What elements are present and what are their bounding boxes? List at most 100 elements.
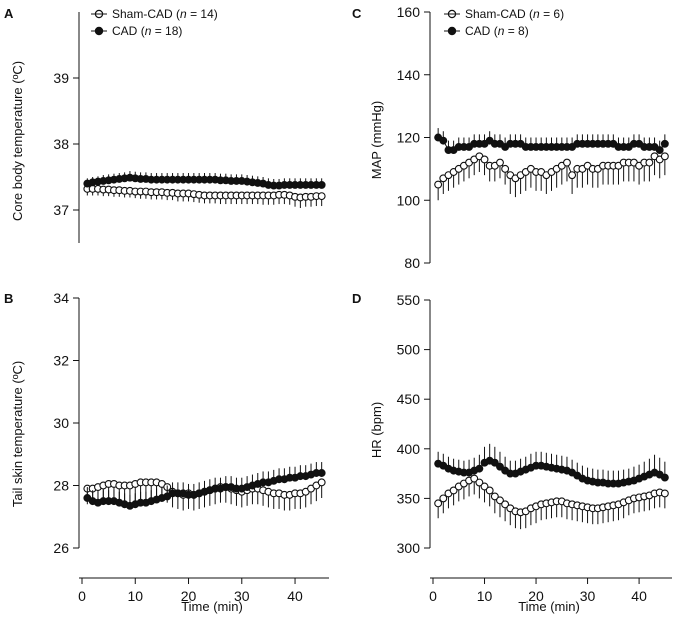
series-cad-c [434,128,669,155]
y-tick-label-d: 550 [397,292,421,308]
data-point [480,482,489,491]
legend-name-cad-c: CAD [465,24,491,38]
data-point [496,496,504,505]
plot-d: 300 350 400 450 500 550 0 10 20 30 40 [397,292,672,604]
data-point [475,478,484,487]
y-tick-label-b: 28 [53,478,69,494]
data-point [501,164,510,173]
panel-label-b: B [4,291,13,306]
data-point [660,152,669,161]
series-sham-a [83,184,326,209]
legend-n-cad-c: n [498,24,505,38]
series-sham-c [434,152,669,201]
data-point [475,464,484,473]
data-point [439,494,448,503]
data-point [501,500,510,509]
x-tick-label-b: 10 [127,588,143,604]
data-point [496,158,504,167]
series-cad-d [434,443,669,488]
data-point [655,146,664,155]
legend-name-sham-a: Sham-CAD [112,7,173,21]
data-point [317,192,326,201]
panel-c: C MAP (mmHg) 80 100 120 140 160 Sham-CAD (n … [352,4,669,271]
y-tick-label-a: 38 [53,136,69,152]
legend-c: Sham-CAD (n = 6) CAD (n = 8) [444,7,564,38]
y-tick-label-c: 120 [397,130,421,146]
legend-nval-cad-c: = 8 [508,24,525,38]
plot-b: 26 28 30 32 34 0 10 20 30 40 [53,290,329,604]
data-point [485,486,494,495]
data-point [449,486,458,495]
legend-nval-sham-c: = 6 [543,7,560,21]
panel-label-c: C [352,6,362,21]
legend-nval-sham-a: = 14 [190,7,214,21]
data-point [660,139,669,148]
svg-text:Sham-CAD (n = 14): Sham-CAD (n = 14) [112,7,218,21]
ylabel-c: MAP (mmHg) [369,101,384,179]
data-point [317,469,326,477]
y-tick-label-a: 39 [53,70,69,86]
svg-text:CAD (n = 8): CAD (n = 8) [465,24,529,38]
y-tick-label-d: 350 [397,490,421,506]
legend-name-cad-a: CAD [112,24,138,38]
x-tick-label-d: 0 [429,588,437,604]
plot-c: 80 100 120 140 160 [397,4,669,271]
series-sham-d [434,474,669,530]
data-point [490,492,499,501]
data-point [490,458,499,467]
y-tick-label-b: 32 [53,353,69,369]
y-tick-label-d: 300 [397,540,421,556]
data-point [317,478,326,487]
svg-text:CAD (n = 18): CAD (n = 18) [112,24,182,38]
legend-n-sham-c: n [533,7,540,21]
panel-b: B Tail skin temperature (ºC) 26 28 30 32 34 0… [4,290,329,614]
data-point [645,158,654,167]
ylabel-a: Core body temperature (ºC) [10,61,25,221]
data-point [660,473,669,482]
plot-a: 37 38 39 [53,12,326,243]
x-tick-label-d: 10 [477,588,493,604]
legend-a: Sham-CAD (n = 14) CAD (n = 18) [91,7,218,38]
panel-label-d: D [352,291,361,306]
legend-name-sham-c: Sham-CAD [465,7,526,21]
y-tick-label-b: 26 [53,540,69,556]
y-tick-label-c: 160 [397,4,421,20]
data-point [470,474,479,483]
xlabel-b: Time (min) [181,599,243,614]
legend-n-cad-a: n [145,24,152,38]
data-point [439,136,448,145]
series-cad-a [83,171,326,190]
y-tick-label-c: 140 [397,67,421,83]
legend-n-sham-a: n [180,7,187,21]
y-tick-label-d: 500 [397,342,421,358]
series-cad-b [83,462,326,510]
ylabel-d: HR (bpm) [369,402,384,458]
x-tick-label-d: 40 [631,588,647,604]
legend-nval-cad-a: = 18 [155,24,179,38]
x-tick-label-b: 20 [181,588,197,604]
data-point [496,462,504,471]
data-point [660,489,669,498]
panel-a: A Core body temperature (ºC) 37 38 39 Sham… [4,6,326,243]
data-point [480,155,489,164]
data-point [563,158,571,167]
data-point [317,180,326,189]
x-tick-label-d: 20 [528,588,544,604]
data-point [434,180,443,189]
y-tick-label-c: 100 [397,192,421,208]
y-tick-label-d: 450 [397,391,421,407]
x-tick-label-b: 0 [78,588,86,604]
panel-label-a: A [4,6,14,21]
xlabel-d: Time (min) [518,599,580,614]
y-tick-label-d: 400 [397,441,421,457]
y-tick-label-a: 37 [53,202,69,218]
x-tick-label-b: 40 [287,588,303,604]
y-tick-label-b: 30 [53,415,69,431]
ylabel-b: Tail skin temperature (ºC) [10,361,25,507]
y-tick-label-b: 34 [53,290,69,306]
data-point [434,499,443,508]
panel-d: D HR (bpm) 300 350 400 450 500 550 0 10 20 30 40 T… [352,291,672,614]
svg-text:Sham-CAD (n = 6): Sham-CAD (n = 6) [465,7,564,21]
x-tick-label-b: 30 [234,588,250,604]
